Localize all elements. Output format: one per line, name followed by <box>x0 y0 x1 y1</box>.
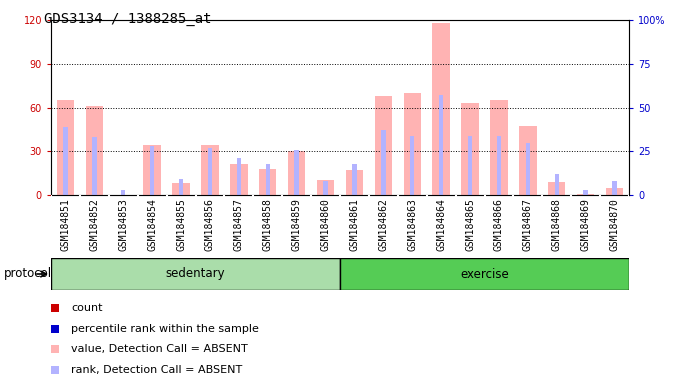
Bar <box>179 179 183 195</box>
Bar <box>259 169 276 195</box>
Text: protocol: protocol <box>3 268 52 280</box>
Text: GSM184856: GSM184856 <box>205 198 215 251</box>
Bar <box>150 146 154 195</box>
Bar <box>143 146 161 195</box>
Bar <box>86 106 103 195</box>
Bar <box>490 100 507 195</box>
Bar <box>548 182 566 195</box>
Bar <box>403 93 421 195</box>
Text: GSM184863: GSM184863 <box>407 198 418 251</box>
Bar <box>461 103 479 195</box>
Bar <box>555 174 559 195</box>
Bar <box>57 100 74 195</box>
Bar <box>121 190 125 195</box>
Text: percentile rank within the sample: percentile rank within the sample <box>71 324 259 334</box>
Bar <box>613 181 617 195</box>
Bar <box>468 136 472 195</box>
Bar <box>288 151 305 195</box>
Text: GSM184859: GSM184859 <box>292 198 302 251</box>
Text: GDS3134 / 1388285_at: GDS3134 / 1388285_at <box>44 12 211 25</box>
Bar <box>526 142 530 195</box>
Bar <box>266 164 270 195</box>
Text: rank, Detection Call = ABSENT: rank, Detection Call = ABSENT <box>71 365 243 375</box>
Text: GSM184855: GSM184855 <box>176 198 186 251</box>
Text: GSM184854: GSM184854 <box>147 198 157 251</box>
Text: GSM184869: GSM184869 <box>581 198 591 251</box>
Text: GSM184866: GSM184866 <box>494 198 504 251</box>
Text: GSM184860: GSM184860 <box>320 198 330 251</box>
Text: value, Detection Call = ABSENT: value, Detection Call = ABSENT <box>71 344 248 354</box>
Bar <box>520 126 537 195</box>
Bar <box>381 130 386 195</box>
Bar <box>208 148 212 195</box>
Text: GSM184867: GSM184867 <box>523 198 533 251</box>
Text: GSM184865: GSM184865 <box>465 198 475 251</box>
Text: GSM184868: GSM184868 <box>551 198 562 251</box>
Text: GSM184858: GSM184858 <box>262 198 273 251</box>
Bar <box>375 96 392 195</box>
Bar <box>230 164 248 195</box>
Bar <box>410 136 414 195</box>
Bar <box>51 258 340 290</box>
Text: sedentary: sedentary <box>166 268 225 280</box>
Bar <box>577 194 594 195</box>
Bar <box>92 137 97 195</box>
Text: GSM184862: GSM184862 <box>378 198 388 251</box>
Bar <box>340 258 629 290</box>
Bar <box>237 158 241 195</box>
Text: GSM184861: GSM184861 <box>350 198 360 251</box>
Bar <box>63 127 67 195</box>
Bar <box>345 170 363 195</box>
Bar <box>352 164 356 195</box>
Bar <box>439 95 443 195</box>
Bar <box>583 190 588 195</box>
Bar <box>294 149 299 195</box>
Text: GSM184857: GSM184857 <box>234 198 244 251</box>
Text: GSM184870: GSM184870 <box>609 198 619 251</box>
Text: GSM184852: GSM184852 <box>89 198 99 251</box>
Text: GSM184864: GSM184864 <box>436 198 446 251</box>
Bar <box>497 136 501 195</box>
Text: count: count <box>71 303 103 313</box>
Bar <box>173 183 190 195</box>
Text: GSM184851: GSM184851 <box>61 198 71 251</box>
Text: exercise: exercise <box>460 268 509 280</box>
Bar <box>201 146 219 195</box>
Bar <box>432 23 450 195</box>
Text: GSM184853: GSM184853 <box>118 198 129 251</box>
Bar <box>606 188 624 195</box>
Bar <box>317 180 334 195</box>
Bar <box>324 181 328 195</box>
